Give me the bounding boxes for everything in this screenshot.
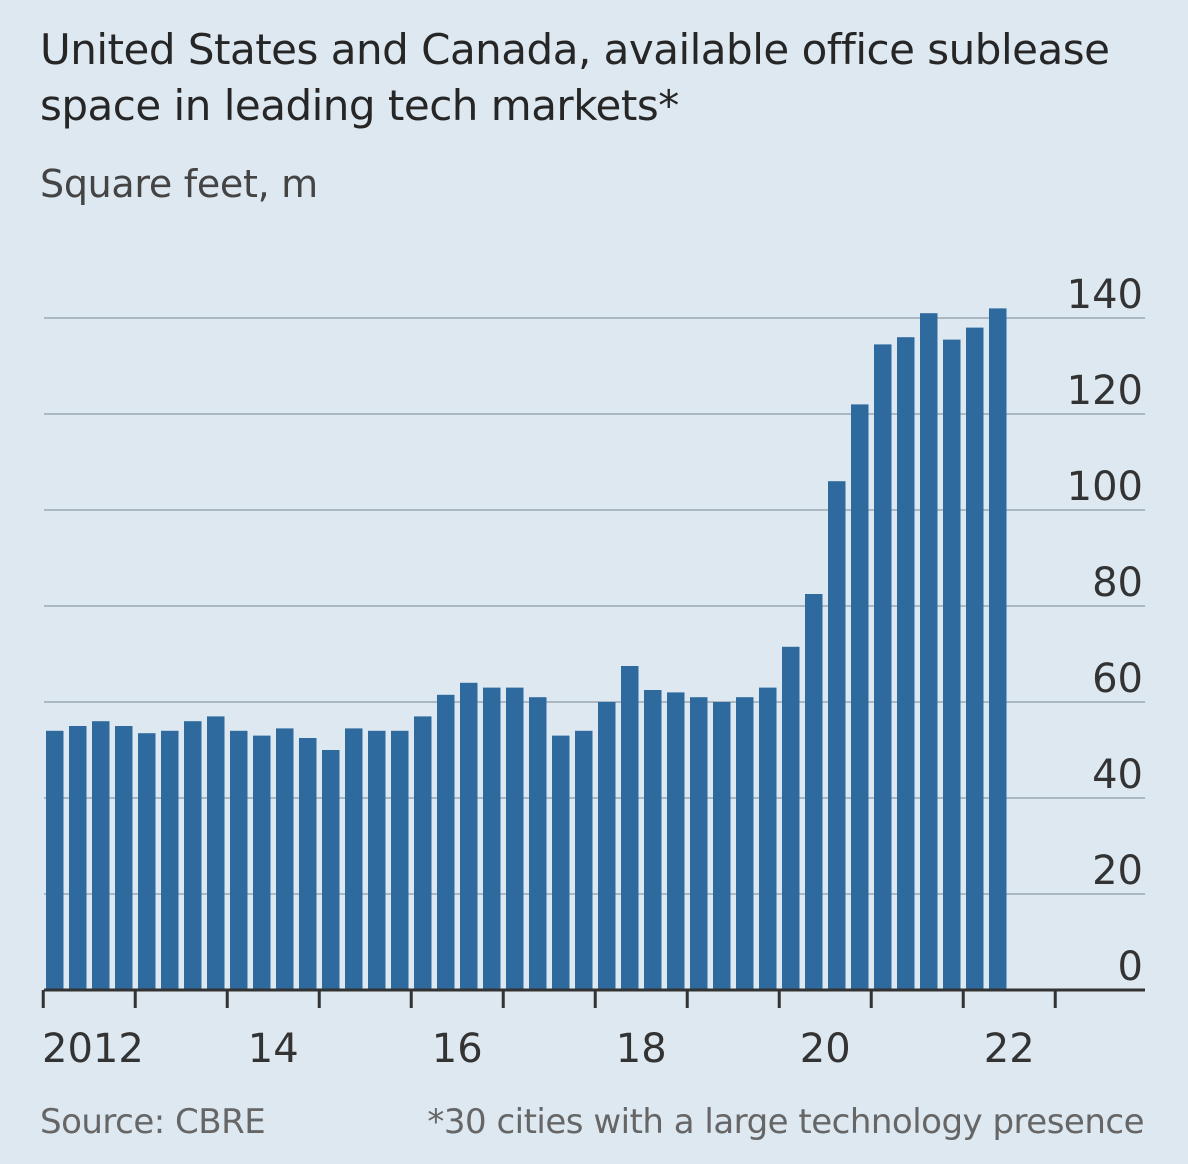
y-tick-label: 20 <box>1092 848 1143 894</box>
chart-title: United States and Canada, available offi… <box>40 25 1110 130</box>
bar <box>736 697 754 990</box>
bar <box>414 716 432 990</box>
x-tick-label: 14 <box>248 1026 299 1072</box>
x-axis: 2012 14 16 18 20 22 <box>41 988 1145 1072</box>
x-tick-label: 16 <box>432 1026 483 1072</box>
bar <box>805 594 823 990</box>
bar <box>644 690 662 990</box>
bar <box>46 730 64 990</box>
y-tick-label: 140 <box>1067 272 1143 318</box>
y-tick-label: 40 <box>1092 752 1143 798</box>
chart-subtitle: Square feet, m <box>40 162 318 206</box>
y-tick-label: 0 <box>1118 944 1143 990</box>
bar <box>598 702 616 990</box>
bar <box>115 726 133 990</box>
bar <box>690 697 708 990</box>
bar <box>529 697 547 990</box>
y-tick-label: 120 <box>1067 368 1143 414</box>
bar <box>713 702 731 990</box>
bar <box>345 728 363 990</box>
bar <box>184 721 202 990</box>
bar <box>782 646 800 990</box>
bar <box>322 750 340 990</box>
bar <box>989 308 1007 990</box>
bar <box>483 687 501 990</box>
bar <box>552 735 570 990</box>
bar <box>851 404 869 990</box>
x-tick-label: 22 <box>984 1026 1035 1072</box>
bar <box>966 327 984 991</box>
y-tick-label: 100 <box>1067 464 1143 510</box>
bar <box>69 726 87 990</box>
footnote: *30 cities with a large technology prese… <box>427 1102 1144 1142</box>
bar <box>460 682 478 990</box>
bar <box>92 721 110 990</box>
bar <box>759 687 777 990</box>
bar <box>299 738 317 990</box>
bar-chart: 140 120 100 80 60 40 20 0 2012 14 16 18 20 22 <box>41 272 1145 1072</box>
bar <box>506 687 524 990</box>
gridlines <box>44 317 1145 895</box>
bars <box>46 308 1007 991</box>
bar <box>667 692 685 990</box>
bar <box>253 735 271 990</box>
y-tick-label: 60 <box>1092 656 1143 702</box>
bar <box>207 716 225 990</box>
bar <box>943 339 961 991</box>
bar <box>391 730 409 990</box>
x-tick-label: 2012 <box>42 1026 144 1072</box>
bar <box>138 733 156 990</box>
bar <box>230 730 248 990</box>
source-note: Source: CBRE <box>40 1102 266 1142</box>
x-tick-label: 18 <box>616 1026 667 1072</box>
bar <box>828 481 846 990</box>
y-tick-labels: 140 120 100 80 60 40 20 0 <box>1067 272 1143 990</box>
bar <box>161 730 179 990</box>
bar <box>874 344 892 990</box>
bar <box>897 337 915 990</box>
y-tick-label: 80 <box>1092 560 1143 606</box>
bar <box>920 313 938 990</box>
bar <box>368 730 386 990</box>
bar <box>276 728 294 990</box>
bar <box>437 694 455 990</box>
bar <box>621 666 639 990</box>
bar <box>575 730 593 990</box>
x-tick-label: 20 <box>800 1026 851 1072</box>
